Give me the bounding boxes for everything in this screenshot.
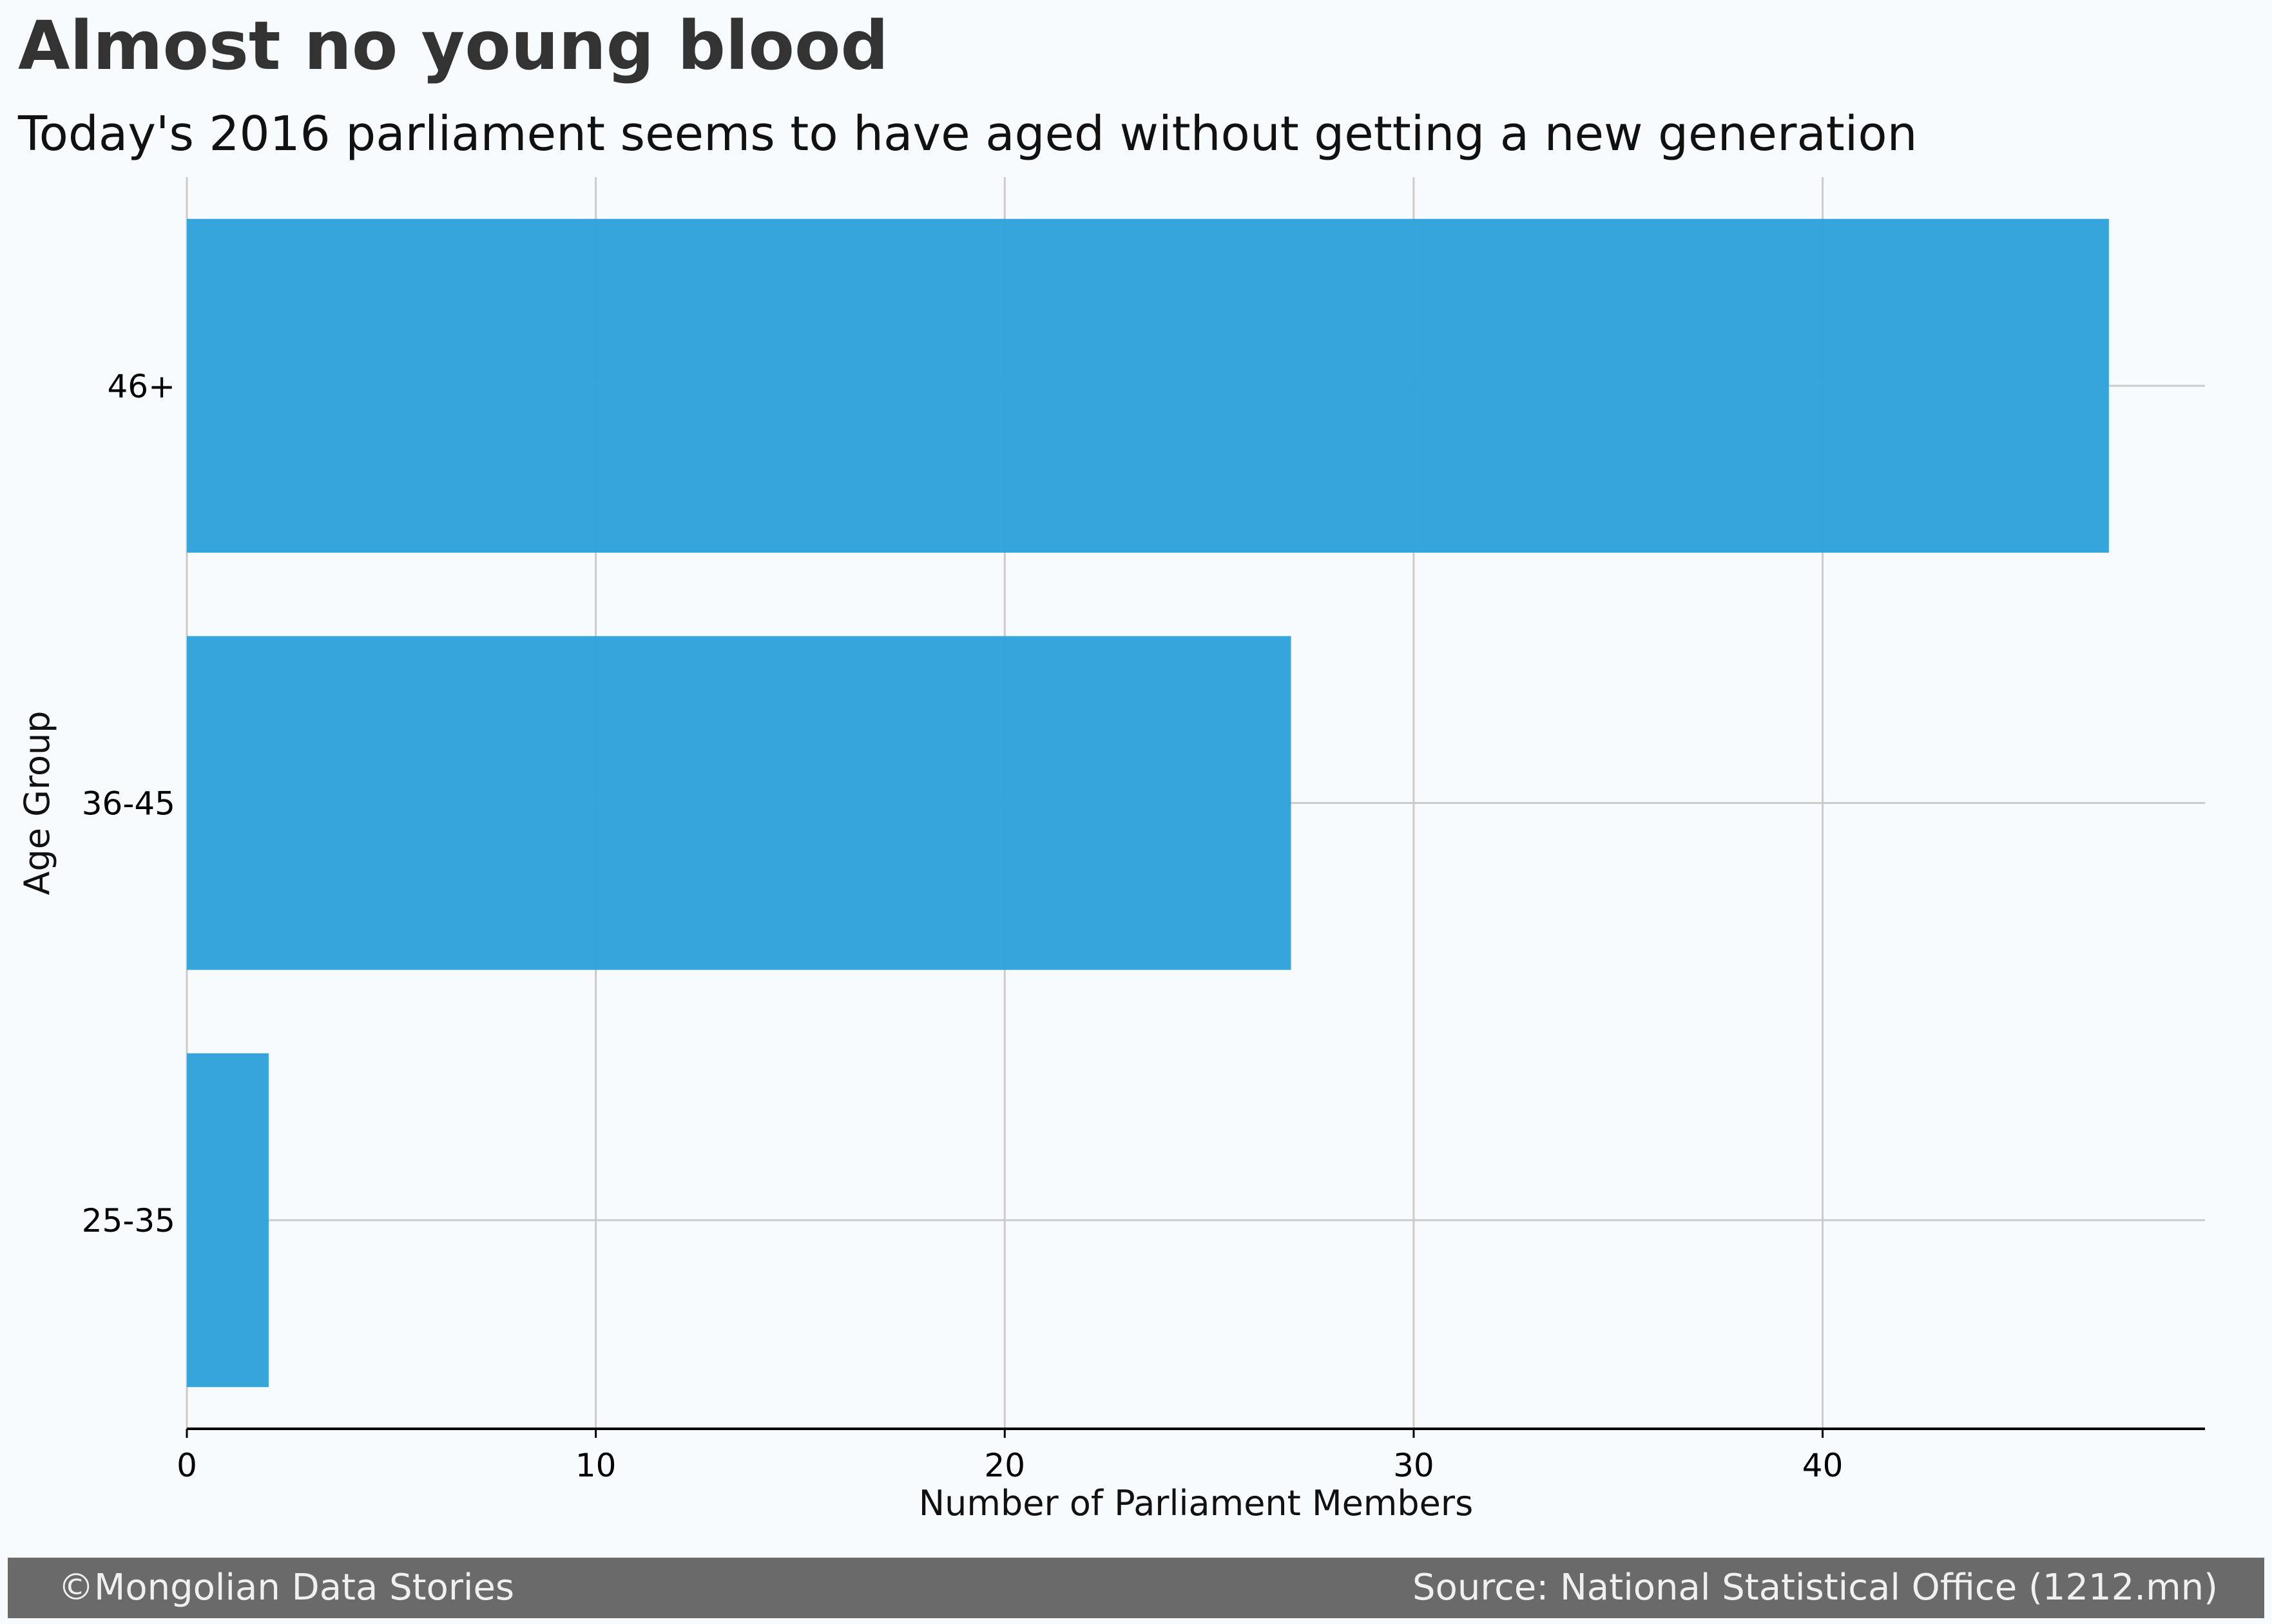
chart-title: Almost no young blood <box>18 6 889 85</box>
x-tick-label-0: 0 <box>177 1447 197 1484</box>
bar-25-35 <box>187 1053 269 1388</box>
footer-bar: ©Mongolian Data Stories Source: National… <box>8 1558 2264 1618</box>
x-tick-label-20: 20 <box>984 1447 1025 1484</box>
chart-subtitle: Today's 2016 parliament seems to have ag… <box>18 106 1918 162</box>
source-text: Source: National Statistical Office (121… <box>1412 1567 2218 1609</box>
axes: 0 10 20 30 40 25-35 36-45 46+ <box>82 368 2205 1484</box>
y-tick-label-36-45: 36-45 <box>82 785 175 823</box>
x-tick-label-40: 40 <box>1802 1447 1844 1484</box>
bars <box>187 218 2109 1388</box>
x-tick-label-10: 10 <box>575 1447 617 1484</box>
copyright-text: ©Mongolian Data Stories <box>58 1567 515 1609</box>
y-axis-label: Age Group <box>17 711 57 895</box>
x-tick-label-30: 30 <box>1393 1447 1434 1484</box>
x-axis-label: Number of Parliament Members <box>919 1483 1473 1524</box>
y-tick-label-25-35: 25-35 <box>82 1202 175 1239</box>
y-tick-label-46+: 46+ <box>107 368 175 405</box>
bar-46+ <box>187 218 2109 553</box>
bar-36-45 <box>187 636 1291 970</box>
